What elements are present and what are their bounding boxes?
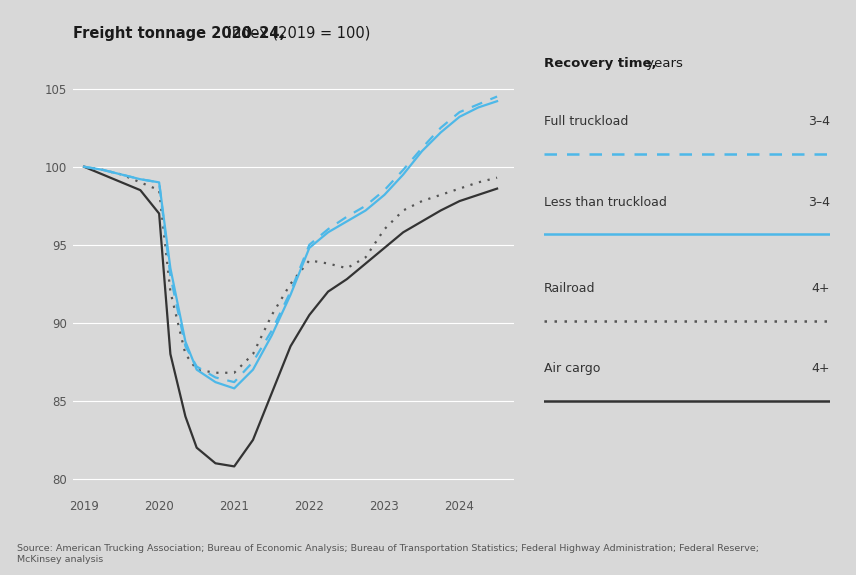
Text: 3–4: 3–4 xyxy=(808,196,830,209)
Text: Air cargo: Air cargo xyxy=(544,362,600,375)
Text: Full truckload: Full truckload xyxy=(544,115,628,128)
Text: 4+: 4+ xyxy=(811,362,830,375)
Text: Source: American Trucking Association; Bureau of Economic Analysis; Bureau of Tr: Source: American Trucking Association; B… xyxy=(17,544,759,564)
Text: 3–4: 3–4 xyxy=(808,115,830,128)
Text: Railroad: Railroad xyxy=(544,282,595,295)
Text: index (2019 = 100): index (2019 = 100) xyxy=(223,26,370,41)
Text: years: years xyxy=(642,58,683,71)
Text: 4+: 4+ xyxy=(811,282,830,295)
Text: Less than truckload: Less than truckload xyxy=(544,196,667,209)
Text: Freight tonnage 2020–24,: Freight tonnage 2020–24, xyxy=(73,26,285,41)
Text: Recovery time,: Recovery time, xyxy=(544,58,657,71)
